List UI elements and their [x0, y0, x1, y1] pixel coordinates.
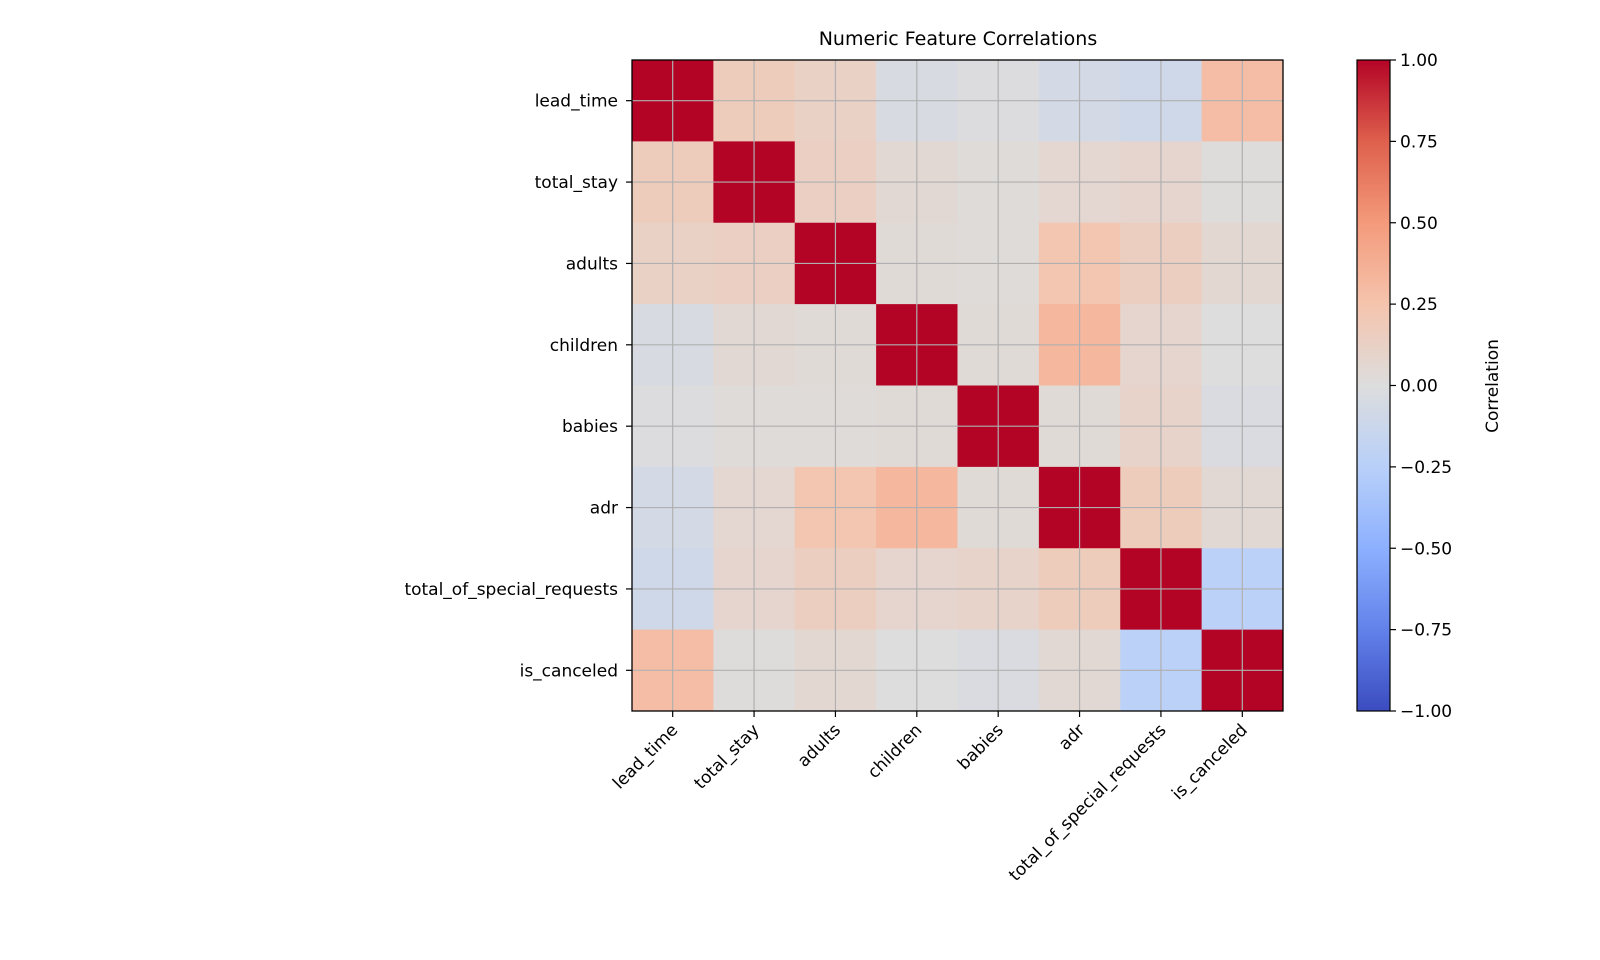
colorbar-tick-label: −1.00 [1400, 702, 1452, 722]
heatmap-grid [632, 60, 1283, 711]
colorbar-tick-label: 0.50 [1400, 214, 1438, 234]
heatmap-cells [632, 60, 1284, 712]
y-tick-label: lead_time [535, 92, 618, 112]
x-tick-label: total_of_special_requests [1005, 720, 1170, 885]
colorbar-tick-label: 0.25 [1400, 295, 1438, 315]
chart-title: Numeric Feature Correlations [819, 28, 1098, 50]
y-tick-label: children [550, 336, 618, 356]
colorbar-tick-label: 0.00 [1400, 377, 1438, 397]
x-tick-label: adr [1055, 720, 1089, 754]
y-tick-label: babies [562, 417, 618, 437]
x-tick-label: lead_time [609, 720, 682, 793]
y-tick-label: adults [566, 254, 618, 274]
colorbar-tick-label: 0.75 [1400, 132, 1438, 152]
x-tick-label: babies [954, 720, 1008, 774]
y-tick-label: adr [590, 499, 618, 519]
x-axis: lead_time total_stay adults children babies a… [609, 711, 1252, 886]
x-tick-label: adults [794, 720, 845, 771]
y-tick-label: is_canceled [520, 661, 618, 681]
plot-frame [631, 59, 1284, 712]
x-tick-label: children [864, 720, 926, 782]
x-tick-label: total_stay [691, 720, 764, 793]
colorbar-gradient [1357, 60, 1390, 711]
colorbar-tick-label: −0.75 [1400, 621, 1452, 641]
colorbar-ticks: 1.00 0.75 0.50 0.25 0.00 −0.25 −0.50 −0.75 −1.00 [1390, 51, 1452, 722]
colorbar: 1.00 0.75 0.50 0.25 0.00 −0.25 −0.50 −0.75 −1.00… [1356, 51, 1503, 722]
colorbar-tick-label: −0.50 [1400, 539, 1452, 559]
colorbar-tick-label: −0.25 [1400, 458, 1452, 478]
y-tick-label: total_of_special_requests [404, 580, 618, 600]
colorbar-tick-label: 1.00 [1400, 51, 1438, 71]
y-tick-label: total_stay [535, 173, 618, 193]
colorbar-label: Correlation [1483, 339, 1503, 433]
x-tick-label: is_canceled [1168, 720, 1252, 804]
